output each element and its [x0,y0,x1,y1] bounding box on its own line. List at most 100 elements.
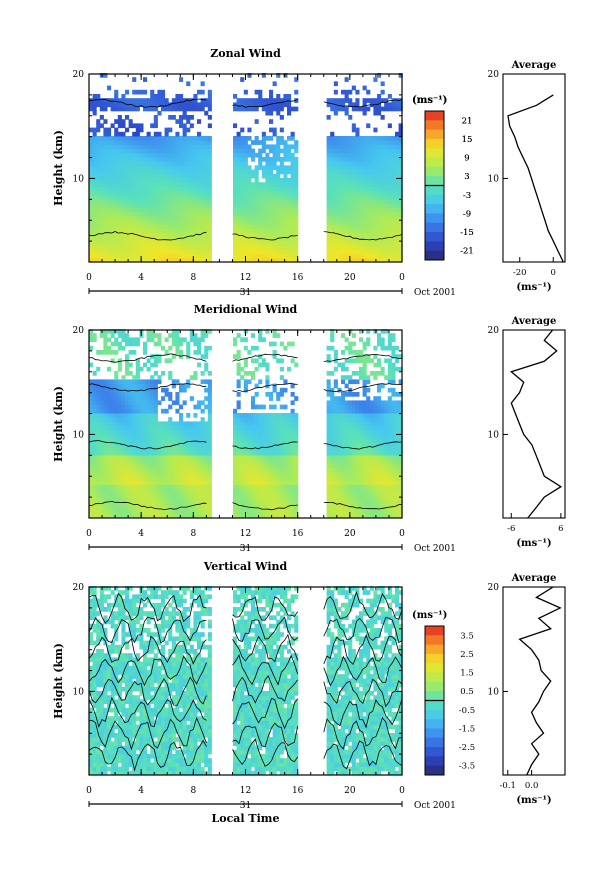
avg-y-tick-label: 20 [488,583,500,593]
colorbar-tick-label: 9 [464,154,469,164]
colorbar-tick-label: -21 [460,247,474,257]
average-profile-line [509,329,563,519]
avg-x-tick-label: -0.1 [500,781,516,791]
x-tick-label: 16 [292,529,304,539]
x-tick-label: 0 [399,529,405,539]
average-profile-panel: Average 20 10 -0.1 0.0 (ms⁻¹) [488,573,566,806]
contour-lines [88,98,403,241]
avg-x-tick-label: 6 [558,524,563,534]
x-tick-label: 12 [240,529,251,539]
y-tick-label: 20 [73,70,85,80]
x-tick-label: 8 [190,273,196,283]
colorbar-unit-label: (ms⁻¹) [412,610,447,621]
avg-x-tick-label: 0.0 [525,781,539,791]
colorbar-tick-label: -0.5 [459,706,475,716]
x-tick-label: 12 [240,273,251,283]
colorbar-tick-label: -3 [463,191,471,201]
heatmap-field [89,586,403,776]
x-tick-label: 0 [86,529,92,539]
y-axis-label: Height (km) [52,386,65,462]
colorbar-tick-label: 9 [464,154,469,164]
colorbar-tick-label: -21 [460,247,474,257]
day-label: 31 [240,544,251,554]
colorbar-tick-label: 1.5 [460,669,474,679]
colorbar-tick-label: 21 [462,116,473,126]
average-profile-line [518,586,562,776]
avg-y-tick-label: 10 [488,430,500,440]
y-axis-label: Height (km) [52,643,65,719]
day-label: 31 [240,801,251,811]
average-title: Average [511,573,557,584]
y-tick-label: 10 [73,687,85,697]
x-tick-label: 0 [86,786,92,796]
x-tick-label: 20 [344,273,356,283]
x-tick-label: 0 [399,786,405,796]
avg-x-tick-label: -6 [507,524,515,534]
y-tick-label: 10 [73,430,85,440]
x-tick-label: 8 [190,786,196,796]
average-profile-panel: Average 20 10 -20 0(ms⁻¹) [488,60,566,293]
colorbar-tick-label: 3.5 [460,631,474,641]
average-title: Average [511,316,557,327]
y-tick-label: 20 [73,583,85,593]
colorbar-tick-label: 2.5 [460,650,474,660]
avg-y-tick-label: 10 [488,174,500,184]
colorbar: (ms⁻¹) 21 15 9 3 -3 -9 -15 -21 [412,95,474,261]
x-tick-label: 16 [292,273,304,283]
avg-unit-label: (ms⁻¹) [516,538,551,549]
x-tick-label: 0 [399,273,405,283]
avg-y-tick-label: 20 [488,326,500,336]
x-tick-label: 16 [292,786,304,796]
y-tick-label: 10 [73,174,85,184]
heatmap-field [89,73,403,263]
avg-x-tick-label: -20 [513,268,527,278]
panel-meridional-wind: Meridional Wind 0 4 8 12 16 20 0 20 10 Height (km)… [52,95,566,554]
contour-lines [88,353,403,511]
x-tick-label: 4 [138,273,144,283]
colorbar-unit-label: (ms⁻¹) [412,95,447,106]
colorbar-tick-label: 3 [464,172,469,182]
average-profile-line [507,94,564,263]
x-tick-label: 0 [86,273,92,283]
x-tick-label: 4 [138,786,144,796]
colorbar-tick-label: -3.5 [459,762,475,772]
heatmap-field [89,329,403,519]
panel-title: Meridional Wind [194,303,298,316]
panel-vertical-wind: Vertical Wind 0 4 8 12 16 20 0 20 10 Height (km) 31… [52,560,566,811]
y-axis-label: Height (km) [52,130,65,206]
x-tick-label: 20 [344,786,356,796]
day-label: 31 [240,288,251,298]
x-tick-label: 4 [138,529,144,539]
colorbar-tick-label: -15 [460,228,474,238]
panel-title: Zonal Wind [210,47,281,60]
colorbar-tick-label: -3 [463,191,471,201]
colorbar-tick-label: -15 [460,228,474,238]
colorbar-tick-label: -1.5 [459,724,475,734]
x-axis-label: Local Time [212,812,280,825]
colorbar-tick-label: 0.5 [460,687,474,697]
colorbar-tick-label: -9 [463,209,471,219]
avg-y-tick-label: 10 [488,687,500,697]
colorbar-tick-label: 15 [462,135,473,145]
x-tick-label: 12 [240,786,251,796]
average-profile-panel: Average 20 10 -6 6 (ms⁻¹) [488,316,566,549]
y-tick-label: 20 [73,326,85,336]
colorbar-unit-label: (ms⁻¹) [412,95,447,106]
colorbar-tick-label: 15 [462,135,473,145]
avg-unit-label: (ms⁻¹) [516,795,551,806]
colorbar-tick-label: 21 [462,116,473,126]
x-tick-label: 8 [190,529,196,539]
avg-y-tick-label: 20 [488,70,500,80]
avg-x-tick-label: 0 [551,268,556,278]
x-tick-label: 20 [344,529,356,539]
colorbar-tick-label: 3 [464,172,469,182]
avg-unit-label: (ms⁻¹) [516,282,551,293]
panel-title: Vertical Wind [203,560,288,573]
colorbar-tick-label: -2.5 [459,743,475,753]
colorbar: (ms⁻¹) 3.5 2.5 1.5 0.5 -0.5 -1.5 -2.5 -3.5 [412,610,475,776]
contour-lines [88,590,403,772]
panel-zonal-wind: Zonal Wind 0 4 8 12 16 20 0 20 10 Height (km) 31 Oct… [52,47,566,298]
month-label: Oct 2001 [414,544,456,554]
month-label: Oct 2001 [414,801,456,811]
